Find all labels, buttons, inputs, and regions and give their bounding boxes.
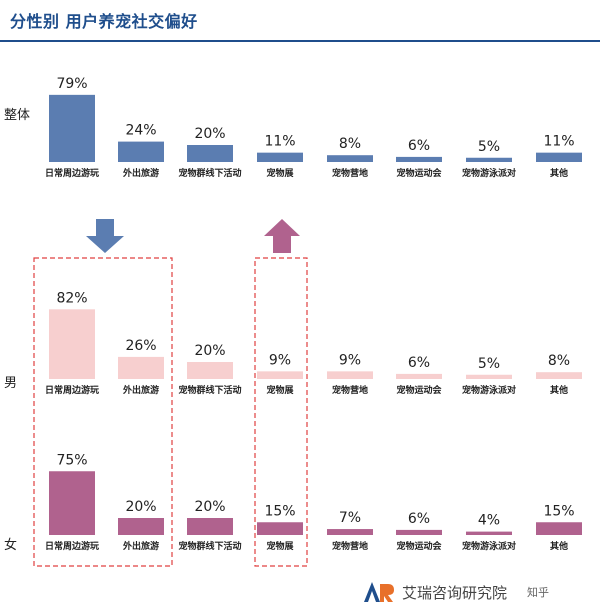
value-label-male-5: 6% — [408, 355, 430, 371]
page-title: 分性别 用户养宠社交偏好 — [10, 12, 198, 31]
row-label-male: 男 — [4, 376, 17, 391]
value-label-female-1: 20% — [125, 499, 156, 515]
value-label-overall-1: 24% — [125, 123, 156, 139]
value-label-overall-3: 11% — [264, 134, 295, 150]
bar-overall-3 — [257, 152, 303, 162]
highlight-box-right — [254, 257, 308, 567]
value-label-female-4: 7% — [339, 510, 361, 526]
bar-female-3 — [257, 522, 303, 535]
category-label-female-2: 宠物群线下活动 — [178, 540, 241, 552]
bar-male-1 — [118, 356, 164, 379]
bar-female-6 — [466, 531, 512, 535]
bar-male-5 — [396, 373, 442, 379]
value-label-male-6: 5% — [478, 356, 500, 372]
category-label-female-5: 宠物运动会 — [396, 540, 442, 552]
category-label-female-0: 日常周边游玩 — [45, 540, 99, 552]
bar-female-1 — [118, 518, 164, 535]
bar-male-7 — [536, 372, 582, 379]
value-label-male-7: 8% — [548, 353, 570, 369]
category-label-female-4: 宠物营地 — [332, 540, 368, 552]
bar-female-2 — [187, 518, 233, 535]
value-label-male-0: 82% — [56, 290, 87, 306]
value-label-female-5: 6% — [408, 511, 430, 527]
category-label-male-7: 其他 — [550, 384, 568, 396]
value-label-male-1: 26% — [125, 338, 156, 354]
row-label-overall: 整体 — [4, 108, 30, 123]
bar-overall-4 — [327, 155, 373, 162]
bar-male-6 — [466, 374, 512, 379]
bar-male-3 — [257, 371, 303, 379]
value-label-overall-0: 79% — [56, 76, 87, 92]
value-label-female-0: 75% — [56, 452, 87, 468]
arrow-up-icon — [264, 219, 300, 253]
value-label-overall-4: 8% — [339, 136, 361, 152]
category-label-male-2: 宠物群线下活动 — [178, 384, 241, 396]
category-label-overall-7: 其他 — [550, 167, 568, 179]
value-label-female-2: 20% — [194, 499, 225, 515]
value-label-overall-6: 5% — [478, 139, 500, 155]
value-label-overall-7: 11% — [543, 134, 574, 150]
bar-male-0 — [49, 309, 95, 379]
category-label-male-5: 宠物运动会 — [396, 384, 442, 396]
category-label-female-7: 其他 — [550, 540, 568, 552]
bar-overall-0 — [49, 94, 95, 162]
category-label-male-3: 宠物展 — [266, 384, 293, 396]
category-label-male-0: 日常周边游玩 — [45, 384, 99, 396]
footer-org-name: 艾瑞咨询研究院 — [402, 583, 508, 602]
highlight-box-left — [33, 257, 173, 567]
bar-overall-2 — [187, 145, 233, 162]
bar-overall-6 — [466, 157, 512, 162]
category-label-female-1: 外出旅游 — [122, 540, 159, 552]
value-label-overall-2: 20% — [194, 126, 225, 142]
bar-overall-1 — [118, 141, 164, 162]
bar-female-4 — [327, 529, 373, 535]
bar-female-0 — [49, 471, 95, 535]
value-label-female-3: 15% — [264, 503, 295, 519]
footer-brand: 艾瑞咨询研究院 知乎 — [362, 578, 549, 606]
bar-overall-5 — [396, 156, 442, 162]
category-label-overall-0: 日常周边游玩 — [45, 167, 99, 179]
category-label-overall-4: 宠物营地 — [332, 167, 368, 179]
ar-logo-icon — [364, 582, 394, 602]
category-label-overall-3: 宠物展 — [266, 167, 293, 179]
bar-female-5 — [396, 529, 442, 535]
value-label-female-6: 4% — [478, 513, 500, 529]
category-label-male-1: 外出旅游 — [122, 384, 159, 396]
arrow-down-icon — [86, 219, 124, 253]
category-label-overall-6: 宠物游泳派对 — [462, 167, 516, 179]
category-label-male-6: 宠物游泳派对 — [462, 384, 516, 396]
category-label-overall-5: 宠物运动会 — [396, 167, 442, 179]
value-label-male-4: 9% — [339, 352, 361, 368]
category-label-female-6: 宠物游泳派对 — [462, 540, 516, 552]
value-label-female-7: 15% — [543, 503, 574, 519]
row-label-female: 女 — [4, 537, 17, 553]
value-label-male-2: 20% — [194, 343, 225, 359]
bar-male-4 — [327, 371, 373, 379]
bar-overall-7 — [536, 152, 582, 162]
bar-male-2 — [187, 362, 233, 379]
category-label-overall-1: 外出旅游 — [122, 167, 159, 179]
value-label-male-3: 9% — [269, 352, 291, 368]
category-label-overall-2: 宠物群线下活动 — [178, 167, 241, 179]
title-divider — [0, 40, 600, 42]
footer-logo-text: 知乎 — [527, 586, 550, 599]
category-label-female-3: 宠物展 — [266, 540, 293, 552]
category-label-male-4: 宠物营地 — [332, 384, 368, 396]
value-label-overall-5: 6% — [408, 138, 430, 154]
bar-female-7 — [536, 522, 582, 535]
